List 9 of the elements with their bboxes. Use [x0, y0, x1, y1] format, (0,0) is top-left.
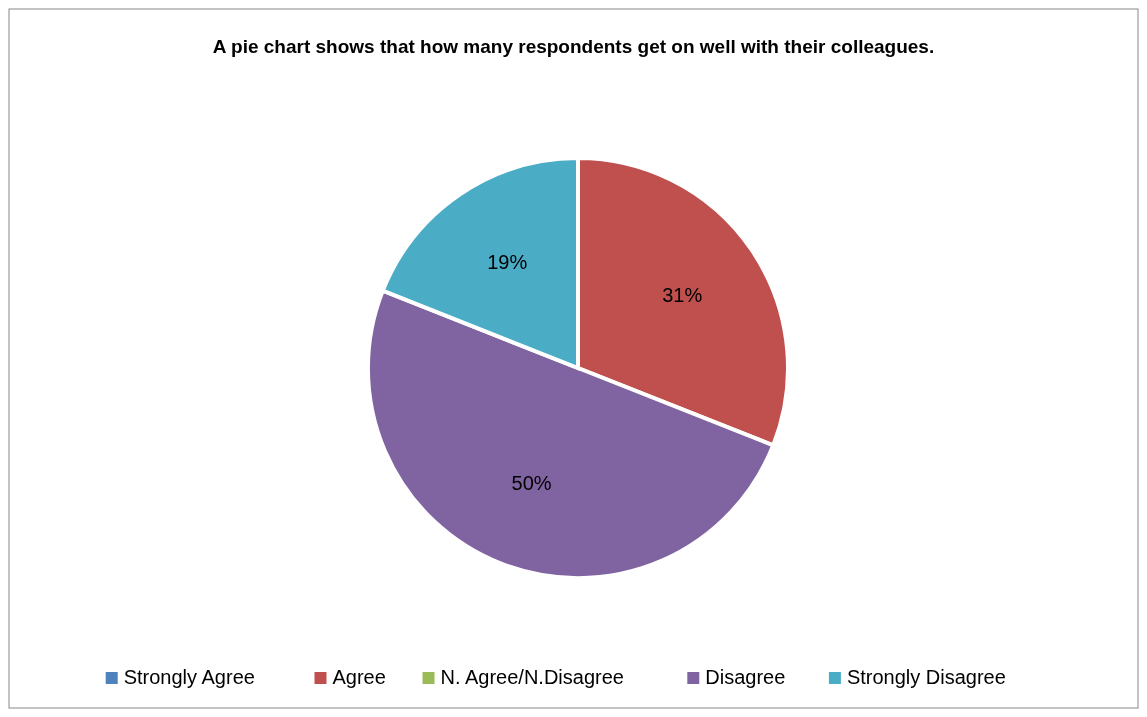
data-label: 19%	[487, 251, 528, 274]
legend-label: Disagree	[705, 666, 786, 688]
data-label: 31%	[662, 284, 703, 307]
legend-label: Agree	[332, 666, 386, 688]
legend-label: N. Agree/N.Disagree	[440, 666, 624, 688]
data-label: 50%	[511, 472, 552, 495]
legend-label: Strongly Agree	[123, 666, 255, 688]
chart-title: A pie chart shows that how many respondents get on well with their colleagues.	[212, 36, 935, 57]
legend-label: Strongly Disagree	[846, 666, 1006, 688]
